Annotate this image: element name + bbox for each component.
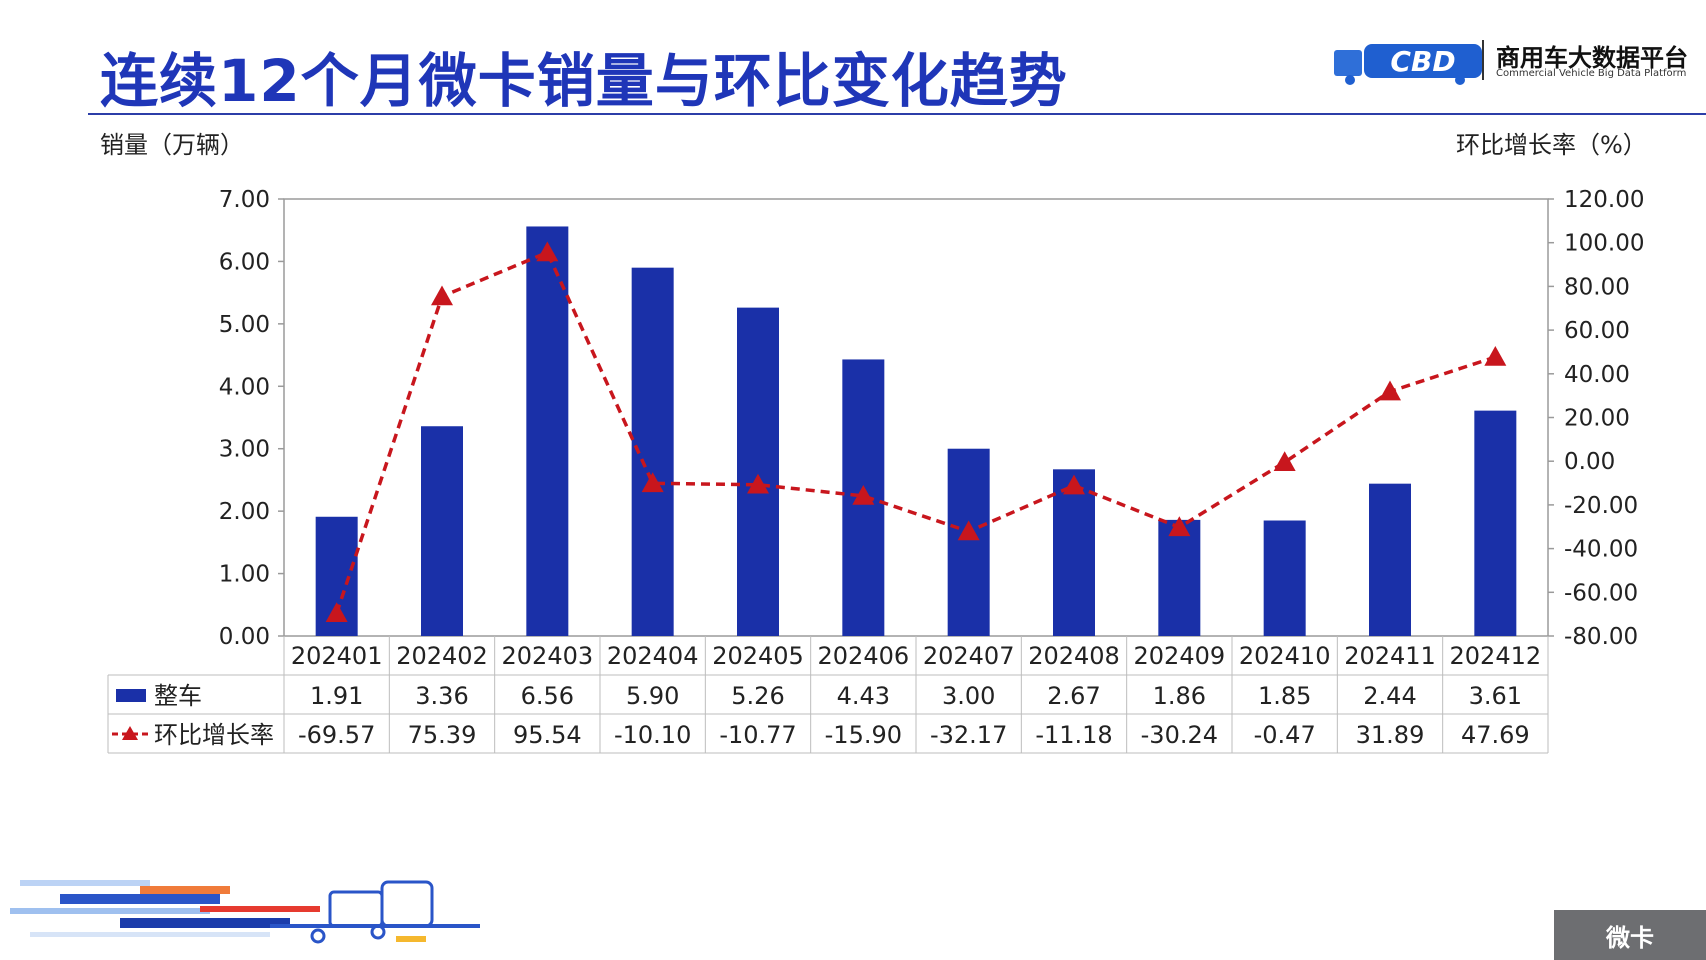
bar (421, 426, 463, 636)
line-value-label: 95.54 (513, 721, 582, 749)
bar-value-label: 5.90 (626, 682, 679, 710)
category-label: 202411 (1344, 642, 1436, 670)
category-label: 202408 (1028, 642, 1120, 670)
line-value-label: -10.77 (719, 721, 796, 749)
legend-line-marker (122, 726, 138, 740)
left-tick-label: 7.00 (219, 187, 270, 213)
bar-value-label: 1.86 (1153, 682, 1206, 710)
left-tick-label: 0.00 (219, 624, 270, 650)
right-tick-label: 40.00 (1564, 362, 1630, 388)
line-point (1484, 345, 1507, 366)
category-label: 202404 (607, 642, 699, 670)
line-point (1168, 516, 1191, 537)
category-label: 202403 (502, 642, 594, 670)
bar-value-label: 3.00 (942, 682, 995, 710)
line-value-label: -69.57 (298, 721, 375, 749)
bar (1369, 483, 1411, 636)
title-divider (88, 113, 1706, 115)
line-point (1273, 451, 1296, 472)
left-tick-label: 3.00 (219, 437, 270, 463)
line-point (325, 602, 348, 623)
line-point (641, 472, 664, 493)
bar-value-label: 4.43 (837, 682, 890, 710)
bar-value-label: 3.36 (415, 682, 468, 710)
line-value-label: -30.24 (1141, 721, 1218, 749)
right-tick-label: 0.00 (1564, 449, 1615, 475)
left-tick-label: 6.00 (219, 249, 270, 275)
right-tick-label: 80.00 (1564, 274, 1630, 300)
category-label: 202402 (396, 642, 488, 670)
bar (947, 448, 990, 636)
legend-bar-swatch (116, 689, 146, 702)
right-tick-label: 120.00 (1564, 187, 1644, 213)
bar (737, 307, 779, 636)
right-tick-label: -20.00 (1564, 493, 1638, 519)
logo-mark: CBD (1390, 45, 1455, 78)
logo-name-en: Commercial Vehicle Big Data Platform (1496, 68, 1687, 79)
category-label: 202410 (1239, 642, 1331, 670)
bar-value-label: 6.56 (521, 682, 574, 710)
left-tick-label: 5.00 (219, 312, 270, 338)
line-value-label: -0.47 (1254, 721, 1316, 749)
category-tag: 微卡 (1554, 910, 1706, 960)
bar (1158, 519, 1201, 636)
line-value-label: -11.18 (1035, 721, 1112, 749)
left-axis-title: 销量（万辆） (100, 131, 244, 159)
line-value-label: 75.39 (408, 721, 477, 749)
line-point (957, 520, 980, 541)
line-point (852, 484, 875, 505)
right-tick-label: 20.00 (1564, 406, 1630, 432)
truck-decoration-icon (10, 880, 480, 944)
bar-value-label: 1.91 (310, 682, 363, 710)
legend-bar-label: 整车 (154, 682, 202, 710)
category-label: 202401 (291, 642, 383, 670)
legend-line-label: 环比增长率 (154, 721, 274, 749)
category-label: 202412 (1450, 642, 1542, 670)
line-value-label: -10.10 (614, 721, 691, 749)
bar (1053, 469, 1095, 636)
line-point (536, 241, 559, 262)
bar (1474, 410, 1517, 636)
left-tick-label: 4.00 (219, 374, 270, 400)
cbd-logo-icon: CBD (1334, 44, 1482, 85)
category-label: 202406 (818, 642, 910, 670)
logo-divider (1482, 40, 1484, 80)
bar (1263, 520, 1306, 636)
line-value-label: -15.90 (825, 721, 902, 749)
left-tick-label: 2.00 (219, 499, 270, 525)
right-axis-title: 环比增长率（%） (1456, 131, 1647, 159)
bar-value-label: 2.67 (1047, 682, 1100, 710)
line-point (1063, 474, 1085, 495)
bar (526, 226, 569, 636)
left-tick-label: 1.00 (219, 562, 270, 588)
line-value-label: 31.89 (1356, 721, 1425, 749)
right-tick-label: 60.00 (1564, 318, 1630, 344)
right-tick-label: -80.00 (1564, 624, 1638, 650)
growth-line (335, 250, 1496, 614)
bar-value-label: 5.26 (731, 682, 784, 710)
line-point (747, 473, 769, 494)
logo-name-zh: 商用车大数据平台 (1496, 44, 1688, 72)
bar-value-label: 3.61 (1469, 682, 1522, 710)
line-value-label: -32.17 (930, 721, 1007, 749)
category-label: 202409 (1134, 642, 1226, 670)
right-tick-label: -60.00 (1564, 580, 1638, 606)
bar-value-label: 2.44 (1363, 682, 1416, 710)
right-tick-label: 100.00 (1564, 231, 1644, 257)
line-point (1379, 380, 1401, 401)
line-point (431, 285, 453, 306)
page-title: 连续12个月微卡销量与环比变化趋势 (100, 47, 1068, 115)
plot-frame (283, 198, 1549, 637)
right-tick-label: -40.00 (1564, 537, 1638, 563)
category-label: 202405 (712, 642, 804, 670)
bar-value-label: 1.85 (1258, 682, 1311, 710)
line-value-label: 47.69 (1461, 721, 1530, 749)
category-label: 202407 (923, 642, 1015, 670)
